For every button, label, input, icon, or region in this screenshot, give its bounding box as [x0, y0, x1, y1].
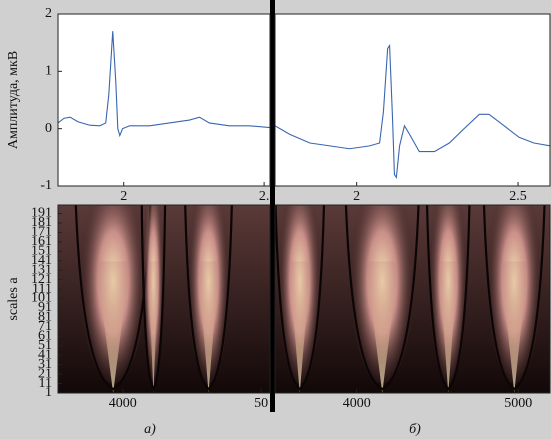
y-tick-label: 121 [31, 272, 52, 287]
y-tick-label: 2 [45, 6, 52, 21]
y-tick-label: -1 [40, 178, 52, 193]
y-tick-label: 151 [31, 244, 52, 259]
scalogram-cone [148, 261, 159, 393]
x-tick-label: 2 [120, 189, 127, 204]
x-tick-label: 2. [259, 189, 270, 204]
y-tick-label: 71 [38, 319, 52, 334]
scalogram-cone [197, 261, 220, 393]
y-tick-label: 11 [39, 376, 52, 391]
scalogram-cone [96, 261, 131, 393]
scalogram-ridge [140, 205, 167, 392]
plot-bg [58, 14, 270, 186]
plot-area [275, 205, 550, 393]
plot-area [58, 205, 270, 393]
y-tick-label: 111 [32, 281, 52, 296]
axes-frame [274, 13, 551, 187]
plot-bg [275, 14, 550, 186]
y-tick-label: 101 [31, 291, 52, 306]
y-tick-label: 91 [38, 300, 52, 315]
y-tick-label: 61 [38, 329, 52, 344]
y-tick-label: 191 [31, 206, 52, 221]
y-axis-label: scales a [6, 277, 21, 321]
scalogram-cone [365, 261, 399, 393]
y-tick-label: 81 [38, 310, 52, 325]
y-tick-label: 171 [31, 225, 52, 240]
x-tick-label: 50 [254, 396, 268, 411]
x-tick-label: 5000 [504, 396, 532, 411]
x-tick-label: 2 [353, 189, 360, 204]
signal-line [58, 31, 270, 138]
x-tick-label: 2.5 [509, 189, 527, 204]
scalogram-ridge [344, 205, 420, 391]
scalogram-ridge [184, 205, 233, 391]
caption: б) [409, 422, 421, 437]
scalogram-ridge [482, 205, 546, 391]
y-tick-label: 141 [31, 253, 52, 268]
y-tick-label: 181 [31, 215, 52, 230]
y-tick-label: 51 [38, 338, 52, 353]
divider [270, 0, 275, 412]
plot-area [275, 14, 550, 186]
scalogram-cone [438, 261, 458, 393]
y-tick-label: 131 [31, 262, 52, 277]
axes-frame [274, 204, 551, 394]
y-tick-label: 41 [38, 347, 52, 362]
plot-area [58, 14, 270, 186]
x-tick-label: 4000 [343, 396, 371, 411]
y-axis-label: Амплитуда, мкВ [6, 51, 21, 149]
y-tick-label: 1 [45, 64, 52, 79]
y-tick-label: 161 [31, 234, 52, 249]
scalogram-cone [500, 261, 528, 393]
scalogram-ridge [275, 205, 326, 391]
caption: а) [144, 422, 156, 437]
scalogram-ridge [425, 205, 471, 391]
y-tick-label: 31 [38, 357, 52, 372]
y-tick-label: 21 [38, 366, 52, 381]
y-tick-label: 0 [45, 121, 52, 136]
scalogram-cone [288, 261, 311, 393]
signal-line [275, 43, 550, 179]
y-tick-label: 1 [45, 385, 52, 400]
x-tick-label: 4000 [109, 396, 137, 411]
axes-frame [57, 13, 271, 187]
